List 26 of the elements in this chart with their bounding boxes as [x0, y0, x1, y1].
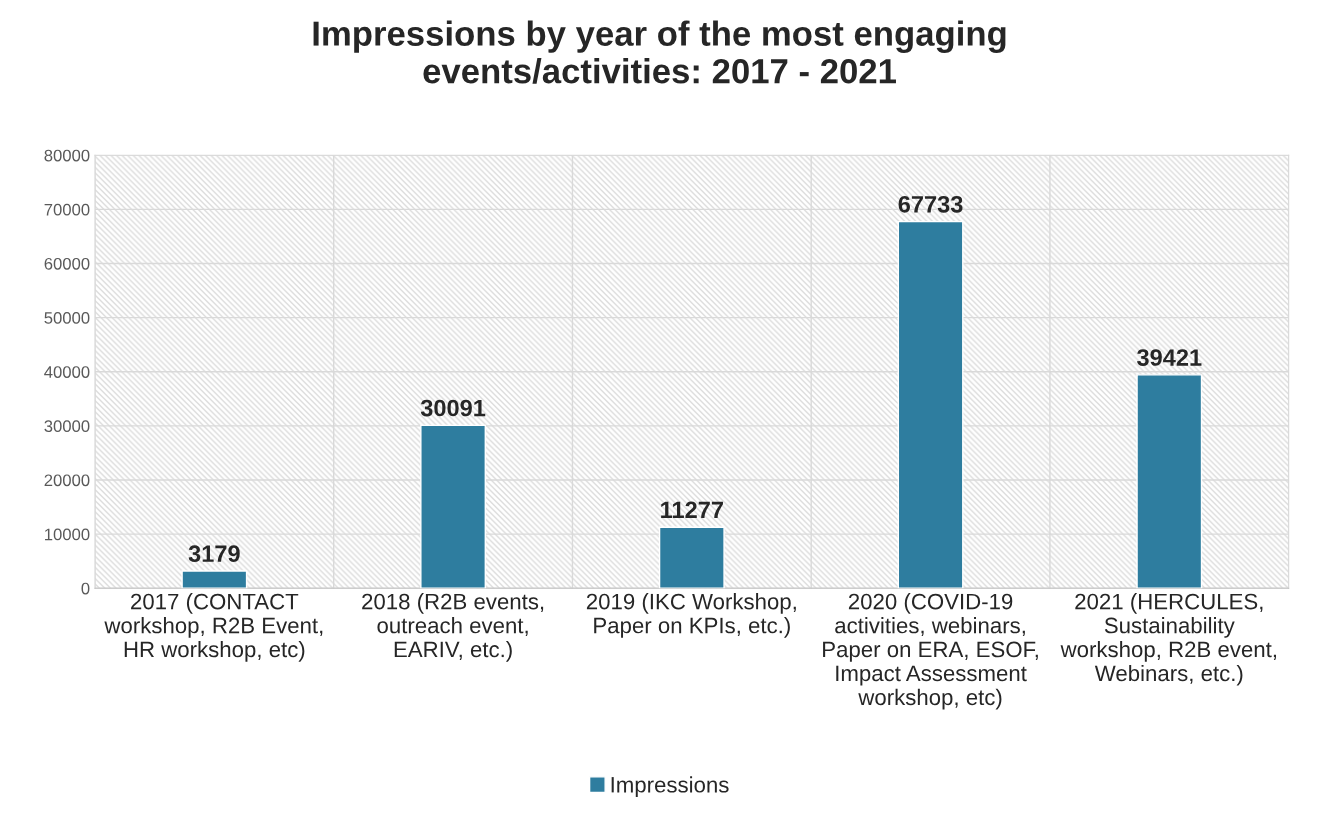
x-tick-label: 2021 (HERCULES, Sustainability workshop, R2B event, Webinars, etc.): [1060, 593, 1276, 686]
x-tick-label: 2018 (R2B events, outreach event, EARIV, etc.): [362, 593, 544, 662]
y-tick-label: 50000: [44, 312, 90, 324]
data-label: 3179: [188, 545, 240, 563]
y-tick-label: 30000: [44, 420, 90, 433]
x-tick-label: 2019 (IKC Workshop, Paper on KPIs, etc.): [586, 593, 796, 638]
x-tick-label: 2020 (COVID-19 activities, webinars, Paper on ERA, ESOF, Impact Assessment workshop, etc): [823, 593, 1038, 710]
bar: [420, 424, 487, 589]
y-tick-label: 10000: [45, 528, 90, 541]
y-tick-label: 40000: [44, 366, 90, 378]
y-tick-label: 0: [81, 582, 90, 595]
data-label: 11277: [661, 501, 723, 518]
bar: [897, 220, 964, 589]
y-tick-label: 20000: [44, 474, 90, 487]
y-tick-label: 80000: [44, 149, 90, 162]
bar: [181, 570, 248, 589]
y-tick-label: 70000: [44, 203, 90, 216]
data-label: 67733: [898, 195, 963, 213]
legend-label: Impressions: [611, 776, 729, 797]
data-label: 39421: [1137, 349, 1202, 366]
y-tick-label: 60000: [44, 257, 90, 270]
bar: [658, 526, 725, 589]
bar: [1136, 374, 1203, 589]
data-label: 30091: [420, 399, 486, 417]
x-tick-label: 2017 (CONTACT workshop, R2B Event, HR workshop, etc): [104, 593, 323, 662]
chart-title: Impressions by year of the most engaging events/activities: 2017 - 2021: [313, 20, 1006, 84]
